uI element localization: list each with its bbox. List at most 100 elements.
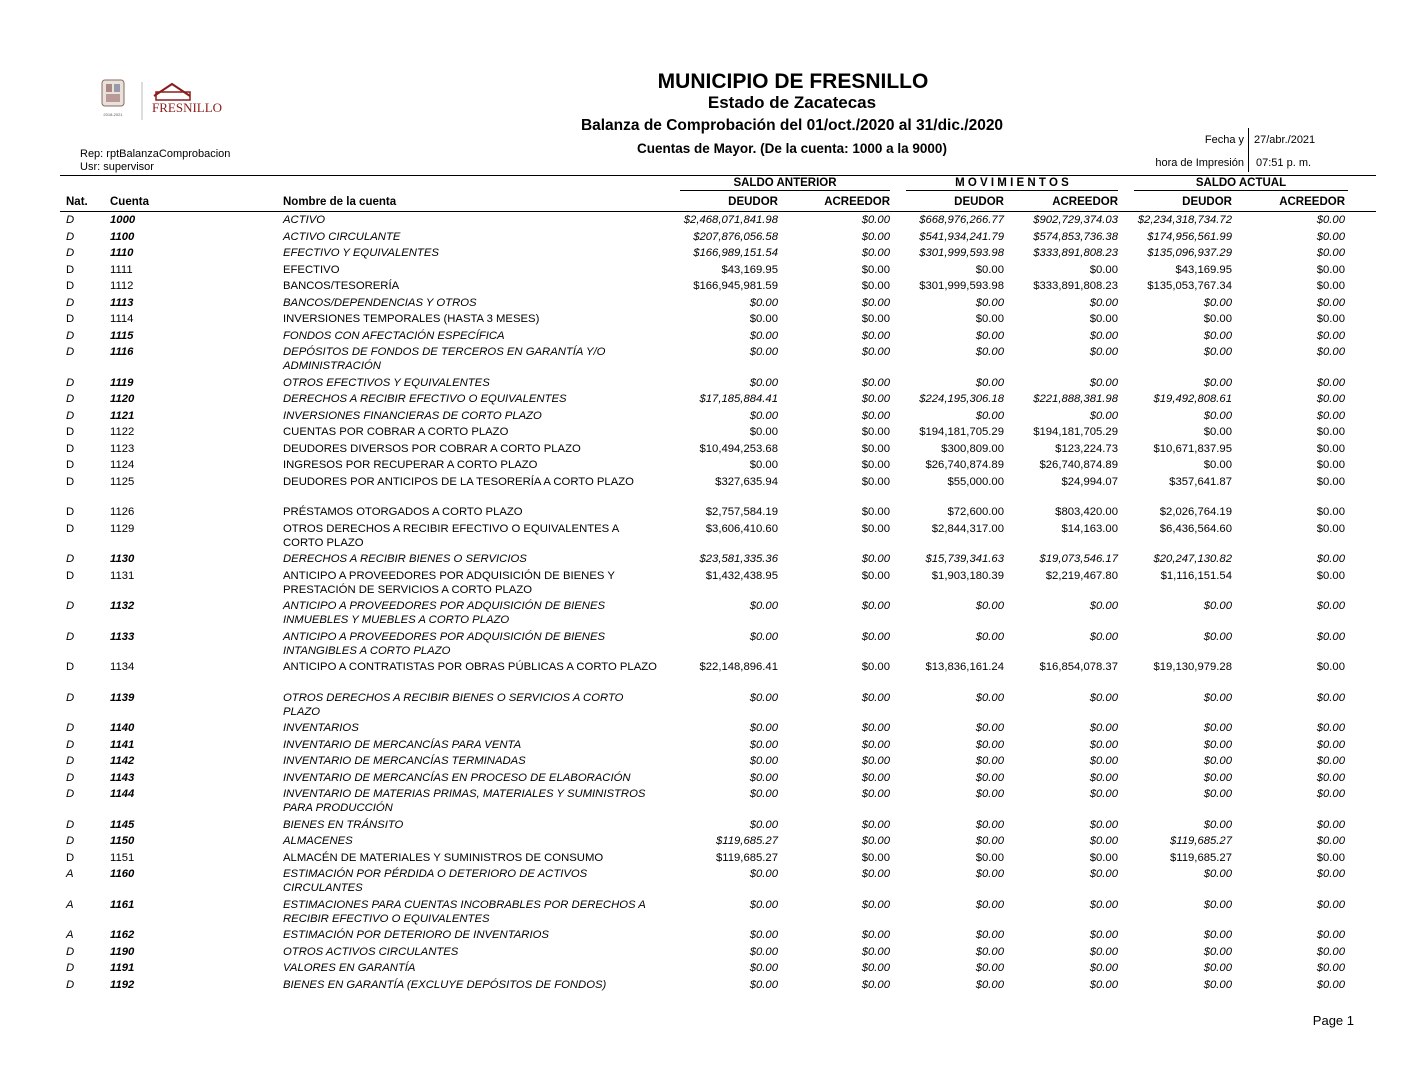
row-sa-deudor: $327,635.94 — [715, 475, 778, 488]
row-sa-acreedor: $0.00 — [861, 442, 890, 455]
row-sact-deudor: $19,492,808.61 — [1153, 393, 1232, 405]
col-sact-deudor: DEUDOR — [1182, 196, 1232, 208]
row-sa-acreedor: $0.00 — [861, 755, 890, 767]
col-sa-deudor: DEUDOR — [728, 196, 778, 208]
row-mov-deudor: $0.00 — [975, 376, 1004, 389]
row-sa-acreedor: $0.00 — [861, 945, 890, 958]
row-cuenta: 1160 — [110, 868, 135, 880]
row-sa-acreedor: $0.00 — [861, 263, 890, 276]
row-mov-acreedor: $0.00 — [1089, 771, 1118, 784]
row-cuenta: 1000 — [110, 214, 136, 226]
row-sa-deudor: $119,685.27 — [716, 851, 778, 864]
row-sact-deudor: $0.00 — [1203, 738, 1232, 751]
row-mov-deudor: $0.00 — [975, 630, 1004, 643]
row-sa-deudor: $2,468,071,841.98 — [683, 214, 778, 226]
row-sa-acreedor: $0.00 — [861, 296, 890, 309]
row-sa-deudor: $43,169.95 — [721, 263, 778, 276]
row-sact-deudor: $0.00 — [1203, 818, 1232, 831]
row-nombre: DEUDORES DIVERSOS POR COBRAR A CORTO PLA… — [283, 442, 581, 455]
row-nombre: BANCOS/DEPENDENCIAS Y OTROS — [283, 296, 477, 309]
row-nombre: ACTIVO — [283, 214, 326, 226]
row-sact-deudor: $135,053,767.34 — [1147, 280, 1232, 292]
row-nat: D — [66, 691, 75, 704]
row-cuenta: 1142 — [110, 755, 135, 767]
report-state: Estado de Zacatecas — [707, 93, 877, 112]
row-sa-deudor: $0.00 — [749, 738, 778, 751]
row-sact-acreedor: $0.00 — [1316, 771, 1345, 784]
row-nat: D — [66, 230, 75, 243]
table-row: D 1140 INVENTARIOS $0.00 $0.00 $0.00 $0.00 $0.0… — [0, 721, 1408, 738]
row-mov-acreedor: $0.00 — [1089, 296, 1118, 309]
col-nombre: Nombre de la cuenta — [283, 196, 397, 208]
table-row: D 1191 VALORES EN GARANTÍA $0.00 $0.00 $0.00 $… — [0, 961, 1408, 978]
col-nat: Nat. — [66, 196, 88, 208]
row-sact-acreedor: $0.00 — [1316, 296, 1345, 309]
row-mov-acreedor: $0.00 — [1089, 868, 1118, 880]
row-nat: D — [66, 280, 75, 292]
row-cuenta: 1119 — [110, 376, 134, 389]
row-sa-deudor: $0.00 — [749, 962, 778, 974]
row-sa-deudor: $0.00 — [749, 376, 778, 389]
row-nombre: INVENTARIO DE MERCANCÍAS EN PROCESO DE E… — [283, 771, 631, 784]
row-sact-deudor: $0.00 — [1203, 868, 1232, 880]
row-cuenta: 1141 — [110, 738, 135, 751]
row-cuenta: 1132 — [110, 600, 135, 612]
table-row: D 1115 FONDOS CON AFECTACIÓN ESPECÍFICA $0.… — [0, 329, 1408, 346]
row-mov-deudor: $301,999,593.98 — [919, 247, 1004, 259]
row-sa-acreedor: $0.00 — [861, 553, 890, 565]
row-mov-acreedor: $0.00 — [1089, 630, 1118, 643]
row-sact-deudor: $0.00 — [1203, 459, 1232, 471]
row-mov-deudor: $0.00 — [975, 296, 1004, 309]
row-sact-acreedor: $0.00 — [1316, 898, 1345, 911]
row-sa-deudor: $0.00 — [749, 755, 778, 767]
row-sa-deudor: $119,685.27 — [716, 835, 778, 847]
table-row: D 1121 INVERSIONES FINANCIERAS DE CORTO PL… — [0, 409, 1408, 426]
row-nat: D — [66, 553, 75, 565]
row-sact-acreedor: $0.00 — [1316, 630, 1345, 643]
row-sact-deudor: $0.00 — [1203, 962, 1232, 974]
row-sact-acreedor: $0.00 — [1316, 962, 1345, 974]
row-nombre: INVERSIONES TEMPORALES (HASTA 3 MESES) — [283, 313, 540, 325]
row-nombre: INVENTARIO DE MATERIAS PRIMAS, MATERIALE… — [283, 788, 646, 814]
row-cuenta: 1121 — [110, 409, 135, 422]
row-nombre: ACTIVO CIRCULANTE — [283, 230, 401, 243]
row-mov-deudor: $0.00 — [975, 835, 1004, 847]
row-sact-acreedor: $0.00 — [1316, 522, 1345, 535]
row-nombre: OTROS ACTIVOS CIRCULANTES — [283, 945, 459, 958]
table-row: D 1116 DEPÓSITOS DE FONDOS DE TERCEROS EN … — [0, 345, 1408, 376]
row-sa-deudor: $0.00 — [749, 409, 778, 422]
row-sa-acreedor: $0.00 — [861, 738, 890, 751]
row-mov-acreedor: $0.00 — [1089, 962, 1118, 974]
row-nat: D — [66, 600, 75, 612]
row-nombre: INVENTARIOS — [283, 722, 359, 734]
table-row: D 1122 CUENTAS POR COBRAR A CORTO PLAZO $0.… — [0, 425, 1408, 442]
row-mov-deudor: $0.00 — [975, 691, 1004, 704]
row-mov-deudor: $15,739,341.63 — [925, 553, 1004, 565]
table-row: A 1162 ESTIMACIÓN POR DETERIORO DE INVENTA… — [0, 928, 1408, 945]
row-nat: D — [66, 962, 75, 974]
row-sa-acreedor: $0.00 — [861, 818, 890, 831]
row-mov-deudor: $194,181,705.29 — [919, 426, 1004, 438]
table-row: D 1110 EFECTIVO Y EQUIVALENTES $166,989,151… — [0, 246, 1408, 263]
row-sact-deudor: $135,096,937.29 — [1147, 247, 1232, 259]
row-mov-acreedor: $26,740,874.89 — [1039, 459, 1118, 471]
row-sact-acreedor: $0.00 — [1316, 313, 1345, 325]
row-nat: D — [66, 475, 75, 488]
row-sa-acreedor: $0.00 — [861, 475, 890, 488]
row-sact-deudor: $2,234,318,734.72 — [1137, 214, 1232, 226]
row-mov-acreedor: $24,994.07 — [1061, 475, 1118, 488]
row-nat: D — [66, 442, 75, 455]
row-sact-deudor: $0.00 — [1203, 630, 1232, 643]
row-nombre: INVENTARIO DE MERCANCÍAS PARA VENTA — [283, 738, 522, 751]
row-sact-deudor: $0.00 — [1203, 376, 1232, 389]
row-sa-deudor: $0.00 — [749, 313, 778, 325]
row-nat: D — [66, 722, 75, 734]
table-row: D 1139 OTROS DERECHOS A RECIBIR BIENES O S… — [0, 691, 1408, 722]
row-sact-deudor: $0.00 — [1203, 929, 1232, 941]
row-sact-acreedor: $0.00 — [1316, 230, 1345, 243]
row-sact-acreedor: $0.00 — [1316, 978, 1345, 991]
row-nombre: PRÉSTAMOS OTORGADOS A CORTO PLAZO — [283, 506, 523, 518]
row-mov-acreedor: $0.00 — [1089, 329, 1118, 342]
table-row: D 1114 INVERSIONES TEMPORALES (HASTA 3 MES… — [0, 312, 1408, 329]
row-sact-acreedor: $0.00 — [1316, 851, 1345, 864]
